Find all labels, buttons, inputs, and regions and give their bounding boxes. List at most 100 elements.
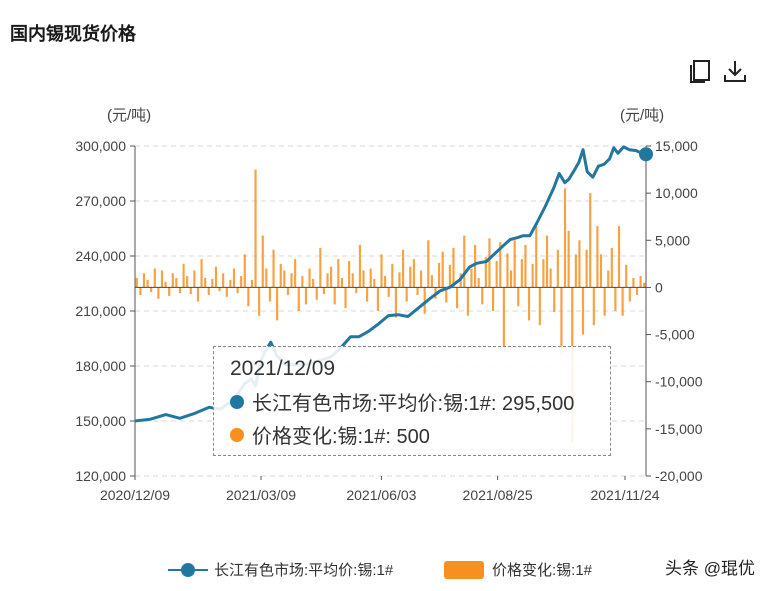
- x-tick-label: 2020/12/09: [100, 487, 170, 503]
- price-change-bar: [207, 287, 210, 295]
- price-change-bar: [315, 287, 318, 300]
- copy-icon[interactable]: [688, 58, 714, 84]
- price-change-bar: [384, 276, 387, 288]
- right-tick-label: 0: [655, 279, 663, 295]
- price-change-bar: [214, 266, 218, 288]
- right-axis-unit: (元/吨): [620, 107, 664, 124]
- chart-tooltip: 2021/12/09 长江有色市场:平均价:锡:1#: 295,500 价格变化…: [213, 346, 611, 456]
- price-change-bar: [268, 287, 272, 302]
- price-change-bar: [430, 275, 433, 288]
- x-axis-ticks: 2020/12/09 2021/03/09 2021/06/03 2021/08/25…: [100, 476, 660, 503]
- price-change-bar: [265, 268, 268, 288]
- price-change-bar: [344, 287, 347, 309]
- price-change-bar: [229, 279, 232, 288]
- price-change-bar: [283, 270, 286, 288]
- price-change-bar: [225, 287, 228, 297]
- price-change-bar: [517, 287, 520, 307]
- price-change-bar: [301, 276, 304, 288]
- price-change-bar: [628, 287, 631, 302]
- price-change-bar: [247, 287, 250, 307]
- price-change-bar: [290, 273, 293, 288]
- price-change-bar: [204, 278, 207, 288]
- tooltip-line-row: 长江有色市场:平均价:锡:1#: 295,500: [230, 387, 594, 416]
- bar-dot-icon: [230, 427, 244, 442]
- price-change-bar: [236, 287, 239, 294]
- price-change-bar: [542, 259, 545, 288]
- price-change-bar: [240, 276, 243, 288]
- x-tick-label: 2021/06/03: [346, 487, 416, 503]
- price-change-bar: [491, 287, 495, 311]
- price-change-bar: [553, 287, 556, 312]
- price-change-bar: [473, 245, 477, 288]
- price-change-bar: [455, 287, 459, 309]
- right-tick-label: -15,000: [655, 421, 703, 437]
- price-change-bar: [153, 268, 156, 288]
- price-change-bar: [621, 287, 624, 316]
- price-change-bar: [506, 253, 509, 288]
- price-change-bar: [545, 235, 549, 288]
- price-change-bar: [635, 287, 639, 295]
- right-axis-ticks: 15,000 10,000 5,000 0 -5,000 -10,000 -15,000 -2…: [646, 138, 703, 484]
- price-change-bar: [322, 287, 326, 295]
- price-change-bar: [524, 245, 527, 288]
- price-change-bar: [398, 272, 401, 288]
- price-change-bar: [603, 287, 606, 316]
- x-tick-label: 2021/03/09: [226, 487, 296, 503]
- price-change-bar: [445, 287, 448, 303]
- price-change-bar: [312, 278, 315, 288]
- download-icon[interactable]: [722, 58, 748, 84]
- price-change-bar: [164, 281, 167, 288]
- price-change-bar: [477, 278, 480, 288]
- price-change-bar: [420, 270, 423, 288]
- price-change-bar: [614, 287, 617, 311]
- price-change-bar: [355, 287, 358, 294]
- tooltip-line-value: 长江有色市场:平均价:锡:1#: 295,500: [252, 393, 575, 415]
- legend-item-bar[interactable]: 价格变化:锡:1#: [444, 559, 592, 580]
- left-tick-label: 270,000: [75, 193, 126, 209]
- x-tick-label: 2021/08/25: [463, 487, 533, 503]
- price-change-bar: [186, 276, 189, 288]
- legend-bar-label: 价格变化:锡:1#: [492, 562, 593, 579]
- price-change-bar: [625, 264, 628, 288]
- price-change-bar: [243, 254, 246, 288]
- legend-line-icon: [168, 562, 208, 577]
- price-change-bar: [348, 261, 351, 288]
- price-change-bar: [416, 287, 419, 295]
- price-change-bar: [304, 287, 308, 305]
- price-change-bar: [168, 287, 171, 296]
- price-change-bar: [286, 287, 290, 295]
- price-change-bar: [589, 193, 592, 288]
- price-change-bar: [610, 247, 613, 288]
- legend-item-line[interactable]: 长江有色市场:平均价:锡:1#: [168, 559, 393, 580]
- price-change-bar: [463, 235, 466, 288]
- page-title: 国内锡现货价格: [10, 24, 136, 44]
- price-change-bar: [495, 261, 498, 288]
- price-change-bar: [452, 247, 455, 288]
- left-tick-label: 120,000: [75, 468, 126, 484]
- tooltip-bar-row: 价格变化:锡:1#: 500: [230, 420, 594, 449]
- price-change-bar: [139, 287, 142, 295]
- price-change-bar: [535, 226, 538, 288]
- price-change-bar: [499, 242, 502, 288]
- price-change-bar: [279, 263, 282, 288]
- price-change-bar: [254, 169, 257, 288]
- price-change-bar: [423, 287, 426, 314]
- price-change-bar: [142, 273, 146, 288]
- price-change-bar: [333, 287, 336, 305]
- price-change-bar: [596, 226, 599, 288]
- price-change-bar: [189, 287, 192, 295]
- price-change-bar: [470, 268, 473, 288]
- price-change-bar: [563, 188, 567, 288]
- price-change-bar: [509, 270, 513, 288]
- price-change-bar: [438, 262, 441, 288]
- price-change-bar: [160, 270, 164, 288]
- price-change-bar: [175, 278, 178, 288]
- price-change-bar: [362, 270, 365, 288]
- price-change-bar: [488, 238, 491, 288]
- price-change-bar: [617, 226, 621, 288]
- price-change-bar: [578, 240, 581, 288]
- watermark: 头条 @琨优: [665, 559, 755, 578]
- price-change-bar: [380, 254, 383, 288]
- price-change-bar: [394, 287, 397, 318]
- price-change-bar: [171, 273, 174, 288]
